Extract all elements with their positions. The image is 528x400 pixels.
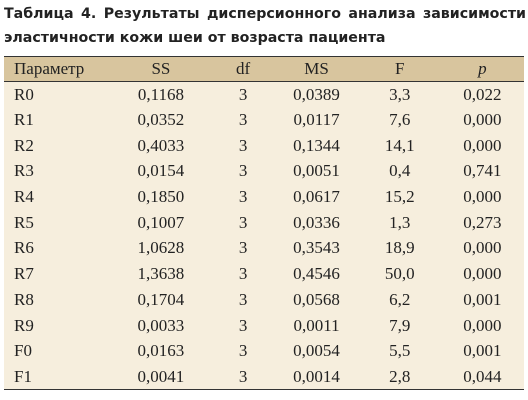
table-cell: 0,1344 [293,135,340,155]
table-caption: Таблица 4. Результаты дисперсионного ана… [4,6,526,46]
table-cell: 0,741 [463,161,502,181]
table-row: R6 1,0628 3 0,3543 18,9 0,000 [4,235,524,262]
table-cell: 0,000 [463,238,502,258]
table-cell: 0,000 [463,187,502,207]
table-cell: 18,9 [384,238,415,258]
table-cell: 0,1850 [137,187,185,207]
table-cell: 0,0568 [293,289,340,309]
table-row: F0 0,0163 3 0,0054 5,5 0,001 [4,338,524,365]
table-cell: 0,001 [463,341,502,361]
header-cell: MS [304,59,329,78]
table-cell: R1 [14,110,34,130]
table-cell: 3 [238,264,248,284]
table-cell: 0,4033 [137,135,185,155]
table-cell: 14,1 [384,135,415,155]
table-cell: F0 [14,341,32,361]
table-cell: 50,0 [384,264,415,284]
table-cell: F1 [14,366,32,386]
table-cell: R4 [14,187,34,207]
table-cell: R3 [14,161,34,181]
table-row: R1 0,0352 3 0,0117 7,6 0,000 [4,107,524,133]
table-cell: 0,1168 [137,84,184,104]
table-cell: 0,000 [463,135,502,155]
table-cell: 15,2 [384,187,415,207]
table-cell: 3 [238,315,248,335]
table-row: R5 0,1007 3 0,0336 1,3 0,273 [4,209,524,236]
table-cell: 0,0352 [137,110,185,130]
table-cell: 0,0117 [293,110,340,130]
table-cell: 3 [238,187,248,207]
table-cell: 0,1007 [137,212,185,232]
table-cell: 0,0051 [293,161,340,181]
table-cell: 3 [238,341,248,361]
table-cell: 3 [238,289,248,309]
table-cell: 0,000 [463,110,502,130]
table-cell: 7,6 [389,110,411,130]
table-cell: 0,0054 [293,341,340,361]
table-cell: R9 [14,315,34,335]
table-cell: R6 [14,238,34,258]
table-cell: 3 [238,135,248,155]
table-cell: R8 [14,289,34,309]
table-cell: R0 [14,84,34,104]
table-cell: 0,0011 [293,315,340,335]
table-row: R2 0,4033 3 0,1344 14,1 0,000 [4,132,524,159]
table-row: F1 0,0041 3 0,0014 2,8 0,044 [4,364,524,390]
table-cell: 0,0389 [293,84,340,104]
header-cell: Параметр [14,59,85,78]
header-cell: df [236,59,251,78]
table-cell: 0,0041 [137,366,185,386]
table-cell: 0,4546 [293,264,340,284]
table-cell: 0,1704 [137,289,185,309]
table-cell: 0,0617 [293,187,340,207]
header-cell: F [395,59,405,78]
table-cell: 0,001 [463,289,502,309]
table-cell: 3 [238,84,248,104]
table-cell: 3,3 [389,84,411,104]
table-cell: 0,044 [463,366,502,386]
table-row: R7 1,3638 3 0,4546 50,0 0,000 [4,261,524,287]
table-row: R0 0,1168 3 0,0389 3,3 0,022 [4,81,524,108]
table-cell: 6,2 [389,289,411,309]
table-cell: 3 [238,110,248,130]
table-cell: 0,0014 [293,366,340,386]
table-cell: 0,0033 [137,315,185,335]
header-cell: SS [151,59,171,78]
table-row: R3 0,0154 3 0,0051 0,4 0,741 [4,158,524,185]
table-cell: 0,0163 [137,341,185,361]
table-cell: 3 [238,366,248,386]
table-cell: 3 [238,161,248,181]
table-cell: 0,000 [463,264,502,284]
table-cell: 3 [238,212,248,232]
table-cell: 5,5 [389,341,411,361]
table-cell: 0,0336 [293,212,340,232]
table-cell: R5 [14,212,34,232]
header-cell: p [478,59,487,78]
table-cell: 0,3543 [293,238,340,258]
table-cell: 0,000 [463,315,502,335]
table-cell: R2 [14,135,34,155]
table-cell: 2,8 [389,366,411,386]
table-cell: R7 [14,264,34,284]
table-cell: 0,4 [389,161,411,181]
table-cell: 1,0628 [137,238,185,258]
table-cell: 3 [238,238,248,258]
table-cell: 1,3638 [137,264,185,284]
table-row: R9 0,0033 3 0,0011 7,9 0,000 [4,312,524,339]
table-body: R0 0,1168 3 0,0389 3,3 0,022 R1 0,0352 3 0,0117 7,… [4,81,524,390]
table-cell: 7,9 [389,315,411,335]
table-cell: 0,273 [463,212,502,232]
table-cell: 0,022 [463,84,502,104]
table-row: R4 0,1850 3 0,0617 15,2 0,000 [4,184,524,210]
table-row: R8 0,1704 3 0,0568 6,2 0,001 [4,287,524,313]
table-cell: 0,0154 [137,161,185,181]
table-cell: 1,3 [389,212,411,232]
